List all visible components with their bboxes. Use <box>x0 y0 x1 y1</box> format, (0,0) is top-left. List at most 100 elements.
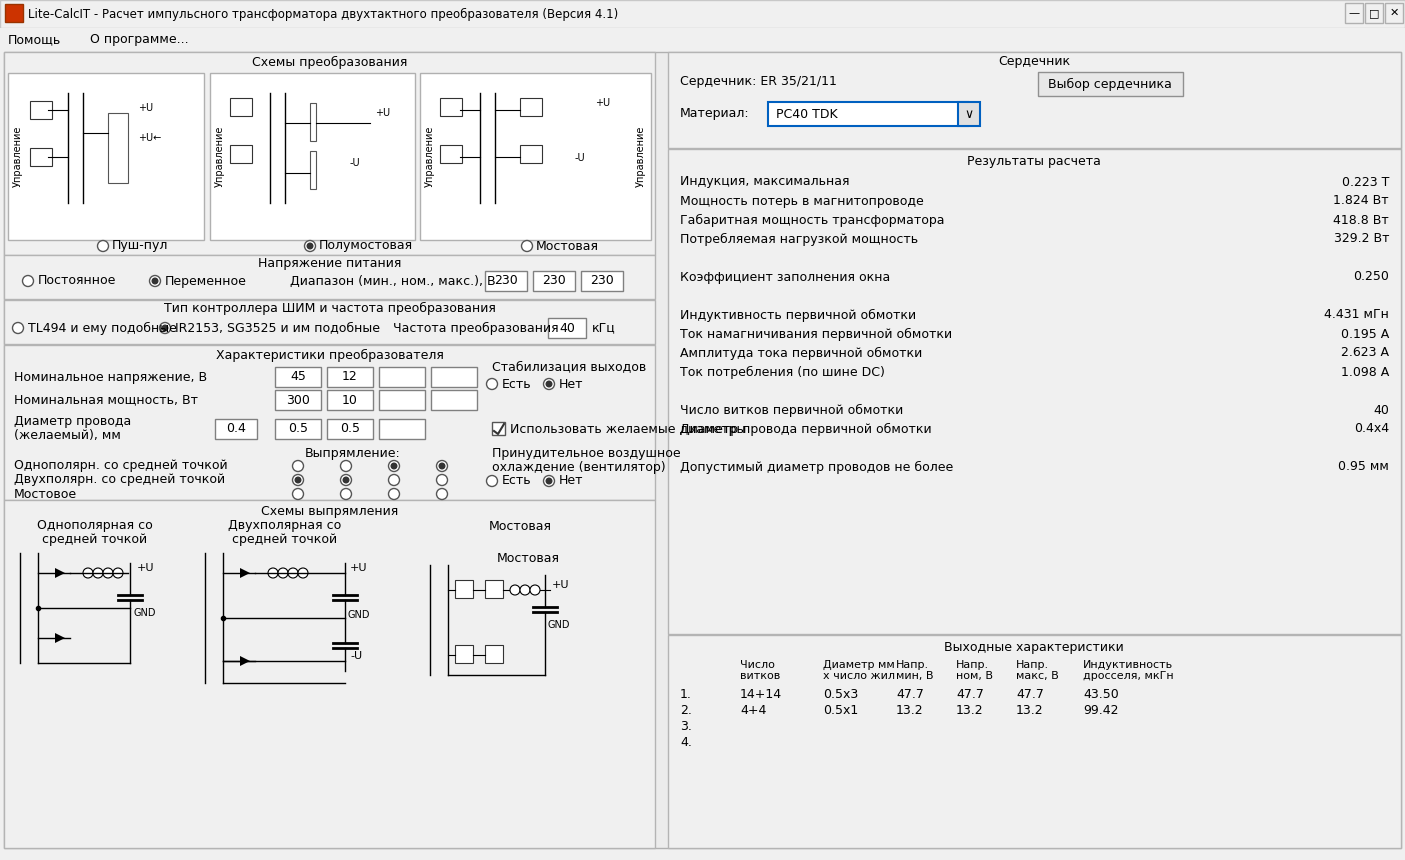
Text: +U: +U <box>350 563 368 573</box>
Text: средней точкой: средней точкой <box>42 532 148 545</box>
FancyBboxPatch shape <box>485 645 503 663</box>
Text: 1.: 1. <box>680 687 691 701</box>
Text: GND: GND <box>133 608 156 618</box>
Text: 45: 45 <box>289 371 306 384</box>
Text: Двухполярн. со средней точкой: Двухполярн. со средней точкой <box>14 474 225 487</box>
Text: Управление: Управление <box>215 126 225 187</box>
Text: Нет: Нет <box>559 378 583 390</box>
FancyBboxPatch shape <box>455 580 473 598</box>
FancyBboxPatch shape <box>520 145 542 163</box>
FancyBboxPatch shape <box>420 73 651 240</box>
Text: Индукция, максимальная: Индукция, максимальная <box>680 175 850 188</box>
Circle shape <box>547 478 552 484</box>
FancyBboxPatch shape <box>485 580 503 598</box>
FancyBboxPatch shape <box>520 98 542 116</box>
Circle shape <box>93 568 103 578</box>
Text: Номинальное напряжение, В: Номинальное напряжение, В <box>14 371 207 384</box>
Text: Мостовая: Мостовая <box>535 239 599 253</box>
Text: 329.2 Вт: 329.2 Вт <box>1333 232 1390 245</box>
Circle shape <box>340 475 351 486</box>
FancyBboxPatch shape <box>431 367 478 387</box>
FancyBboxPatch shape <box>327 367 372 387</box>
Text: Мостовое: Мостовое <box>14 488 77 501</box>
Text: 418.8 Вт: 418.8 Вт <box>1333 213 1390 226</box>
Text: +U←: +U← <box>138 133 162 143</box>
Text: 0.223 Т: 0.223 Т <box>1342 175 1390 188</box>
Circle shape <box>437 460 448 471</box>
Circle shape <box>308 243 313 249</box>
FancyBboxPatch shape <box>275 390 320 410</box>
Text: 0.5x3: 0.5x3 <box>823 687 858 701</box>
Text: Потребляемая нагрузкой мощность: Потребляемая нагрузкой мощность <box>680 232 917 246</box>
Circle shape <box>22 275 34 286</box>
FancyBboxPatch shape <box>4 345 655 500</box>
Circle shape <box>112 568 124 578</box>
Text: 1.098 А: 1.098 А <box>1340 366 1390 378</box>
Text: макс, В: макс, В <box>1016 671 1059 681</box>
Text: Напр.: Напр. <box>955 660 989 670</box>
Text: GND: GND <box>548 620 570 630</box>
Circle shape <box>521 241 532 251</box>
Text: Амплитуда тока первичной обмотки: Амплитуда тока первичной обмотки <box>680 347 922 359</box>
FancyBboxPatch shape <box>667 52 1401 148</box>
FancyBboxPatch shape <box>230 98 251 116</box>
FancyBboxPatch shape <box>667 149 1401 634</box>
FancyBboxPatch shape <box>455 645 473 663</box>
Circle shape <box>389 460 399 471</box>
FancyBboxPatch shape <box>0 28 1405 52</box>
Circle shape <box>292 488 303 500</box>
Text: Выходные характеристики: Выходные характеристики <box>944 642 1124 654</box>
Text: Диапазон (мин., ном., макс.), В: Диапазон (мин., ном., макс.), В <box>289 274 496 287</box>
Text: 47.7: 47.7 <box>955 687 984 701</box>
Text: -U: -U <box>350 651 362 661</box>
Text: 0.95 мм: 0.95 мм <box>1338 460 1390 474</box>
Circle shape <box>162 325 167 331</box>
Text: Мостовая: Мостовая <box>489 519 552 532</box>
Text: Сердечник: ER 35/21/11: Сердечник: ER 35/21/11 <box>680 76 837 89</box>
FancyBboxPatch shape <box>1366 3 1383 23</box>
Circle shape <box>268 568 278 578</box>
FancyBboxPatch shape <box>6 4 22 22</box>
Text: 99.42: 99.42 <box>1083 703 1118 716</box>
Text: 13.2: 13.2 <box>1016 703 1044 716</box>
FancyBboxPatch shape <box>8 73 204 240</box>
FancyBboxPatch shape <box>440 145 462 163</box>
Text: Помощь: Помощь <box>8 34 62 46</box>
Text: 0.5: 0.5 <box>288 422 308 435</box>
Text: Схемы преобразования: Схемы преобразования <box>253 55 407 69</box>
FancyBboxPatch shape <box>379 367 424 387</box>
Text: +U: +U <box>552 580 569 590</box>
Text: 0.250: 0.250 <box>1353 271 1390 284</box>
Text: Диаметр провода первичной обмотки: Диаметр провода первичной обмотки <box>680 422 932 435</box>
Text: -U: -U <box>575 153 586 163</box>
Text: Мощность потерь в магнитопроводе: Мощность потерь в магнитопроводе <box>680 194 923 207</box>
Text: Допустимый диаметр проводов не более: Допустимый диаметр проводов не более <box>680 460 953 474</box>
Circle shape <box>340 460 351 471</box>
Text: PC40 TDK: PC40 TDK <box>776 108 837 120</box>
Text: 12: 12 <box>343 371 358 384</box>
Circle shape <box>295 477 301 482</box>
FancyBboxPatch shape <box>440 98 462 116</box>
Text: Напряжение питания: Напряжение питания <box>259 256 402 269</box>
Circle shape <box>391 464 396 469</box>
Text: Принудительное воздушное: Принудительное воздушное <box>492 447 680 460</box>
Text: Полумостовая: Полумостовая <box>319 239 413 253</box>
Text: 13.2: 13.2 <box>896 703 923 716</box>
Text: 1.824 Вт: 1.824 Вт <box>1333 194 1390 207</box>
Text: ∨: ∨ <box>964 108 974 120</box>
Text: +U: +U <box>375 108 391 118</box>
FancyBboxPatch shape <box>215 419 257 439</box>
Text: Номинальная мощность, Вт: Номинальная мощность, Вт <box>14 394 198 407</box>
Circle shape <box>343 477 348 482</box>
Text: 40: 40 <box>1373 403 1390 416</box>
Text: □: □ <box>1368 8 1380 18</box>
Text: Есть: Есть <box>502 378 531 390</box>
FancyBboxPatch shape <box>108 113 128 183</box>
Circle shape <box>305 241 316 251</box>
Circle shape <box>544 476 555 487</box>
Text: ✕: ✕ <box>1390 8 1399 18</box>
FancyBboxPatch shape <box>4 52 655 255</box>
FancyBboxPatch shape <box>582 271 622 291</box>
FancyBboxPatch shape <box>431 390 478 410</box>
Text: Стабилизация выходов: Стабилизация выходов <box>492 360 646 373</box>
